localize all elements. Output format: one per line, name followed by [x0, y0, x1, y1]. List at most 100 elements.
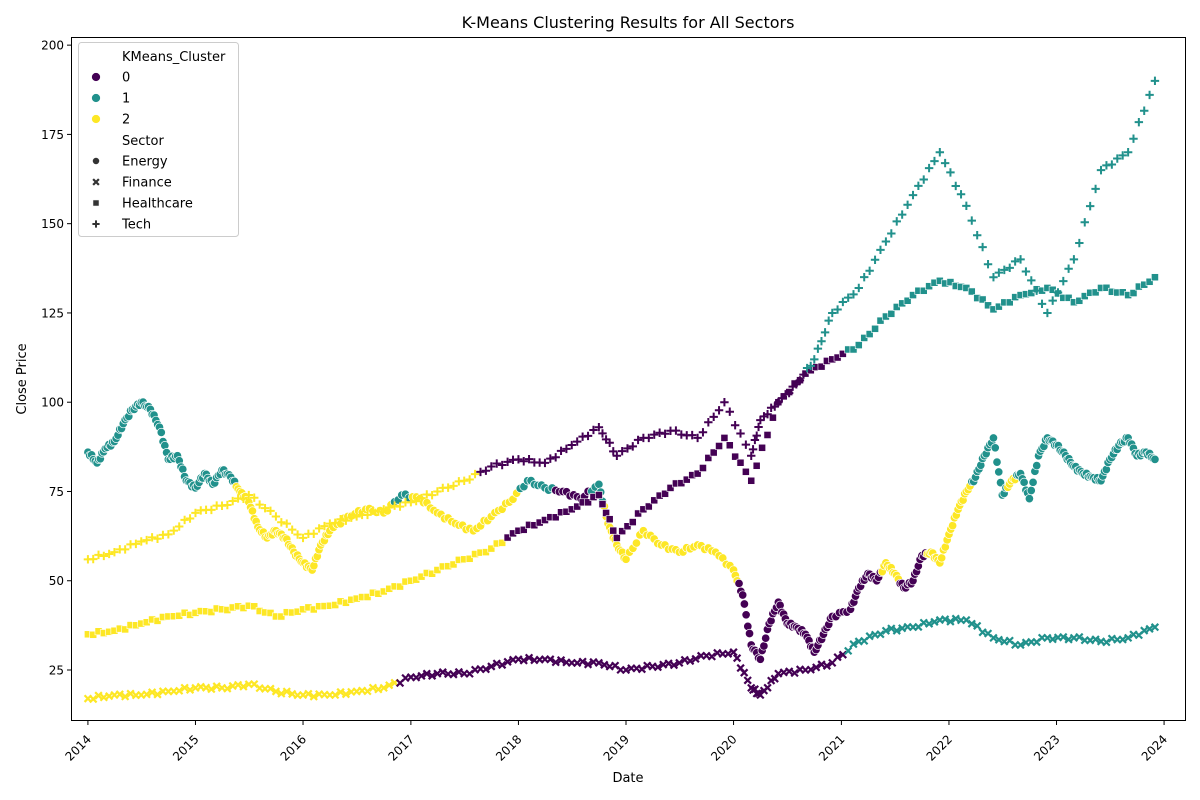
data-point-healthcare [978, 295, 987, 304]
data-point-tech [207, 505, 216, 515]
data-point-tech [655, 428, 664, 437]
data-point-tech [99, 551, 109, 561]
data-point-healthcare [573, 502, 582, 511]
data-point-tech [754, 422, 763, 432]
data-point-tech [341, 516, 351, 525]
data-point-finance [277, 689, 286, 698]
legend-label-cluster: 0 [122, 71, 130, 86]
data-point-energy [1150, 454, 1160, 464]
data-point-tech [427, 490, 437, 500]
data-point-tech [725, 407, 734, 416]
data-point-healthcare [725, 441, 734, 450]
data-point-tech [185, 514, 195, 523]
data-point-finance [266, 684, 275, 693]
data-point-finance [898, 624, 907, 633]
data-point-tech [824, 316, 833, 325]
data-point-tech [994, 268, 1004, 277]
data-point-tech [892, 217, 901, 226]
data-point-tech [1032, 286, 1041, 295]
data-point-tech [417, 493, 426, 503]
data-point-tech [1005, 263, 1014, 273]
data-point-energy [738, 590, 748, 600]
data-point-tech [810, 355, 819, 364]
data-point-healthcare [736, 458, 745, 467]
data-point-finance [336, 687, 345, 697]
data-point-energy [247, 506, 258, 516]
data-point-tech [748, 445, 758, 454]
data-point-healthcare [609, 526, 618, 535]
data-point-finance [341, 690, 351, 699]
data-point-finance [147, 688, 157, 697]
data-point-finance [1145, 624, 1154, 634]
legend-box [78, 42, 239, 237]
data-point-healthcare [1129, 289, 1138, 297]
data-point-tech [747, 451, 756, 460]
data-point-tech [1059, 276, 1068, 286]
data-point-healthcare [634, 509, 642, 518]
data-point-finance [876, 630, 885, 639]
chart-title: K-Means Clustering Results for All Secto… [462, 13, 795, 32]
data-point-tech [465, 475, 474, 484]
data-point-tech [1118, 151, 1127, 160]
data-points [83, 76, 1160, 704]
data-point-tech [741, 440, 751, 449]
data-point-finance [207, 685, 216, 694]
data-point-finance [637, 665, 647, 674]
data-point-finance [551, 658, 560, 667]
data-point-tech [120, 545, 130, 554]
data-point-tech [180, 515, 189, 525]
legend-label-sector: Finance [122, 176, 172, 191]
data-point-tech [709, 412, 718, 422]
data-point-tech [497, 460, 507, 470]
data-point-healthcare [650, 496, 659, 505]
data-point-energy [1028, 477, 1038, 487]
data-point-tech [605, 438, 614, 447]
data-point-tech [989, 273, 998, 282]
data-point-energy [631, 538, 641, 548]
data-point-tech [1080, 218, 1089, 227]
data-point-tech [244, 490, 254, 500]
legend-hue-title: KMeans_Cluster [122, 50, 226, 65]
data-point-healthcare [903, 296, 912, 305]
data-point-tech [693, 433, 702, 443]
data-point-finance [304, 689, 313, 698]
y-axis: 25 50 75 100 125 150 175 200 [41, 39, 72, 678]
data-point-tech [828, 308, 837, 318]
data-point-finance [223, 684, 232, 693]
data-point-tech [820, 328, 830, 337]
data-point-finance [973, 621, 982, 631]
data-point-finance [1140, 626, 1149, 635]
data-point-finance [729, 648, 738, 657]
data-point-tech [897, 210, 907, 219]
data-point-tech [169, 526, 178, 535]
data-point-finance [185, 685, 195, 695]
data-point-finance [763, 683, 772, 692]
data-point-healthcare [984, 301, 992, 310]
data-point-tech [110, 547, 119, 557]
data-point-finance [422, 669, 431, 678]
data-point-tech [514, 455, 523, 464]
data-point-finance [743, 676, 752, 685]
legend-marker-cluster-2 [91, 114, 101, 124]
data-point-energy [988, 433, 999, 443]
data-point-finance [126, 689, 135, 698]
data-point-finance [1075, 632, 1084, 642]
data-point-tech [239, 494, 248, 503]
data-point-finance [487, 662, 496, 671]
data-point-healthcare [763, 431, 772, 439]
data-point-healthcare [612, 534, 621, 542]
data-point-tech [1048, 296, 1057, 305]
data-point-healthcare [967, 287, 976, 296]
data-point-healthcare [618, 527, 627, 536]
data-point-tech [153, 534, 162, 543]
data-point-finance [675, 658, 684, 668]
data-point-tech [287, 525, 297, 534]
data-point-tech [956, 190, 966, 199]
y-tick-label: 150 [41, 217, 64, 231]
data-point-finance [594, 658, 604, 668]
data-point-tech [870, 255, 880, 264]
data-point-healthcare [396, 582, 404, 591]
data-point-tech [698, 428, 708, 437]
data-point-energy [1019, 477, 1029, 487]
data-point-tech [551, 453, 560, 462]
